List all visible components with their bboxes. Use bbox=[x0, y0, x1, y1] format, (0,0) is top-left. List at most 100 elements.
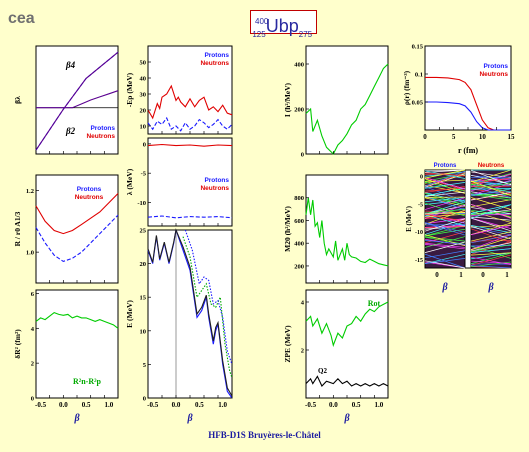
level-line bbox=[470, 210, 512, 215]
panel-zpe: -0.5 0.0 0.5 1.0 2 4 β ZPE (MeV) Rot Q2 bbox=[283, 289, 389, 424]
series-density-0 bbox=[425, 76, 511, 131]
annotation-beta4: β4 bbox=[65, 60, 76, 70]
x-tick-label: 1 bbox=[505, 271, 509, 279]
level-line bbox=[470, 177, 512, 185]
y-tick-label: -5 bbox=[418, 202, 423, 208]
level-line bbox=[424, 260, 466, 269]
panel-energy: -0.5 0.0 0.5 1.0 0 5 10 15 20 25 β E (MeV) bbox=[125, 228, 233, 424]
level-line bbox=[424, 239, 466, 245]
x-tick-label: 0 bbox=[481, 271, 485, 279]
y-tick-label: 15 bbox=[140, 295, 147, 302]
y-axis-label: R / r0 A1/3 bbox=[13, 211, 22, 246]
y-tick-label: 40 bbox=[140, 76, 147, 83]
series-energy-3 bbox=[184, 229, 233, 365]
legend-neutrons: Neutrons bbox=[86, 133, 115, 140]
x-tick-label: 5 bbox=[452, 133, 456, 141]
level-line bbox=[470, 244, 512, 253]
series-energy-2 bbox=[182, 236, 233, 378]
level-line bbox=[470, 242, 512, 252]
panel-deltaR2: -0.5 0.0 0.5 1.0 0 2 4 6 β δR² (fm²) R²n-R²p bbox=[13, 289, 119, 424]
legend-rot: Rot bbox=[368, 299, 381, 308]
level-line bbox=[424, 202, 466, 217]
y-tick-label: -15 bbox=[415, 258, 423, 264]
level-line bbox=[424, 242, 466, 248]
panel-frame bbox=[424, 45, 512, 131]
level-line bbox=[424, 182, 466, 189]
level-line bbox=[470, 252, 512, 260]
x-tick-label: 1.0 bbox=[375, 401, 384, 409]
level-line bbox=[470, 180, 512, 196]
legend-neutrons: Neutrons bbox=[200, 60, 229, 67]
level-line bbox=[424, 170, 466, 187]
level-line bbox=[424, 218, 466, 232]
level-line bbox=[470, 237, 512, 251]
level-line bbox=[470, 188, 512, 197]
level-line bbox=[424, 173, 466, 188]
x-tick-label: 10 bbox=[479, 133, 487, 141]
y-axis-label: βλ bbox=[13, 96, 22, 104]
level-line bbox=[470, 169, 512, 183]
x-axis-label: β bbox=[343, 413, 350, 424]
y-tick-label: 25 bbox=[140, 228, 147, 235]
nucleus-neutrons: 275 bbox=[298, 30, 313, 39]
y-tick-label: 0 bbox=[420, 175, 423, 181]
nucleus-title: 400 125 Ubp275 bbox=[250, 10, 318, 39]
y-tick-label: 20 bbox=[140, 108, 147, 115]
level-line bbox=[470, 183, 512, 196]
level-line bbox=[470, 213, 512, 216]
level-line bbox=[470, 187, 512, 190]
y-tick-label: 400 bbox=[294, 241, 304, 248]
y-tick-label: 10 bbox=[140, 328, 147, 335]
panel-levels: Protons 0 1 β Neutrons 0 1 β -15 -10 -5 0 E (MeV) bbox=[405, 163, 512, 293]
panel-frame bbox=[35, 289, 119, 399]
legend-neutrons: Neutrons bbox=[479, 71, 508, 78]
series-beta-lambda-1 bbox=[36, 90, 119, 109]
level-line bbox=[470, 216, 512, 221]
legend-protons: Protons bbox=[204, 52, 229, 59]
y-tick-label: 0 bbox=[143, 141, 146, 148]
level-line bbox=[470, 228, 512, 243]
level-line bbox=[424, 209, 466, 214]
legend-protons: Protons bbox=[90, 125, 115, 132]
level-line bbox=[470, 234, 512, 244]
level-line bbox=[424, 225, 466, 237]
y-tick-label: 0.15 bbox=[412, 44, 424, 51]
level-line bbox=[424, 197, 466, 203]
level-line bbox=[424, 228, 466, 237]
level-line bbox=[470, 197, 512, 210]
x-tick-label: 0.5 bbox=[352, 401, 361, 409]
level-line bbox=[424, 236, 466, 242]
x-tick-label: -0.5 bbox=[147, 401, 159, 409]
legend-neutrons: Neutrons bbox=[75, 194, 104, 201]
x-axis-label: β bbox=[73, 413, 80, 424]
level-line bbox=[424, 226, 466, 228]
x-axis-label: β bbox=[186, 413, 193, 424]
series-pairing-1 bbox=[147, 116, 233, 132]
level-line bbox=[470, 252, 512, 264]
level-line bbox=[424, 213, 466, 218]
level-line bbox=[424, 174, 466, 184]
y-tick-label: 50 bbox=[140, 60, 147, 67]
level-line bbox=[470, 207, 512, 215]
level-line bbox=[424, 186, 466, 193]
logo-text: cea bbox=[8, 10, 35, 27]
level-line bbox=[424, 191, 466, 197]
annotation-beta2: β2 bbox=[65, 126, 76, 136]
level-line bbox=[470, 170, 512, 186]
legend-neutrons: Neutrons bbox=[200, 185, 229, 192]
level-line bbox=[470, 210, 512, 223]
y-axis-label: δR² (fm²) bbox=[13, 329, 22, 359]
level-line bbox=[424, 244, 466, 250]
series-radius-0 bbox=[35, 193, 119, 235]
x-tick-label: 0.0 bbox=[172, 401, 181, 409]
level-line bbox=[470, 204, 512, 219]
y-tick-label: 400 bbox=[294, 62, 304, 69]
level-line bbox=[470, 179, 512, 187]
y-tick-label: 0 bbox=[143, 396, 146, 403]
series-inertia-0 bbox=[305, 63, 389, 155]
level-line bbox=[470, 194, 512, 201]
legend-rn-rp: R²n-R²p bbox=[73, 377, 101, 386]
y-tick-label: 0.05 bbox=[412, 100, 424, 107]
